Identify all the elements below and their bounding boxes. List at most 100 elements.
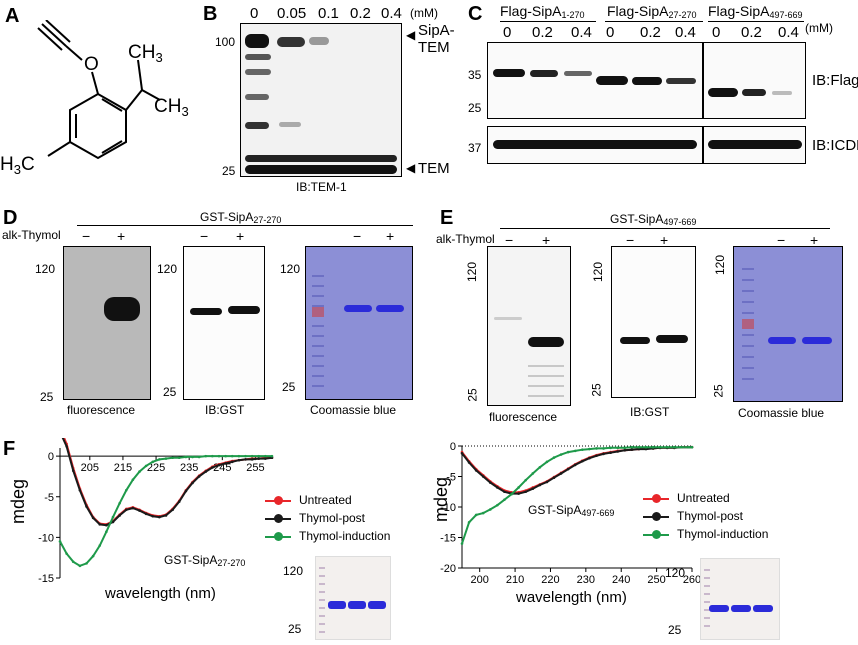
x-tick-label: 210 (506, 574, 524, 586)
data-point (637, 445, 641, 449)
data-point (581, 448, 584, 451)
conc-label: 0.4 (675, 24, 696, 41)
mw-marker: 120 (280, 262, 301, 276)
unit-label: (mM) (410, 6, 438, 20)
mw-marker: 120 (665, 566, 686, 580)
x-tick-label: 240 (612, 574, 630, 586)
mw-marker: 37 (468, 141, 482, 155)
data-point (602, 452, 605, 456)
data-point (623, 448, 627, 452)
sign-label: − (82, 228, 91, 244)
western-blot-flag-right (703, 42, 806, 119)
conc-label: 0 (712, 24, 721, 41)
legend-marker-icon (652, 512, 661, 521)
data-point (644, 447, 648, 451)
group-label: Flag-SipA497-669 (708, 3, 803, 20)
data-point (211, 454, 214, 458)
data-point (111, 515, 115, 519)
conc-label: 0.1 (318, 5, 339, 22)
data-point (460, 542, 464, 545)
data-point (552, 456, 556, 459)
conc-label: 0 (606, 24, 615, 41)
gel-caption: fluorescence (489, 410, 558, 424)
x-tick-label: 205 (81, 462, 99, 474)
legend-item: Thymol-induction (265, 528, 405, 546)
data-point (177, 500, 181, 503)
unit-label: (mM) (805, 21, 833, 35)
data-point (524, 490, 527, 494)
data-point (244, 458, 247, 461)
sign-label: − (200, 228, 209, 244)
conc-label: 0.2 (532, 24, 553, 41)
data-point (78, 488, 82, 492)
data-point (687, 445, 690, 449)
band-label: SipA- (418, 22, 455, 39)
x-tick-label: 200 (471, 574, 489, 586)
gel-inset (700, 558, 780, 640)
data-point (538, 483, 542, 487)
data-point (644, 445, 648, 449)
legend-marker-icon (652, 494, 661, 503)
mw-marker: 25 (668, 623, 682, 637)
gel-caption: Coomassie blue (738, 406, 825, 420)
legend-item: Untreated (643, 490, 783, 508)
western-blot-icdh-right (703, 126, 806, 164)
data-point (85, 562, 88, 565)
mw-marker: 25 (468, 101, 482, 115)
data-point (158, 458, 161, 461)
y-tick-label: -15 (38, 573, 54, 585)
panel-label-d: D (3, 207, 18, 229)
data-point (559, 472, 563, 475)
svg-text:CH3: CH3 (154, 96, 189, 119)
alk-label: alk-Thymol (436, 232, 495, 246)
data-point (496, 486, 499, 489)
group-underline (500, 21, 596, 22)
data-point (98, 523, 102, 526)
y-tick-label: -10 (440, 502, 456, 514)
data-point (481, 475, 485, 478)
conc-label: 0.4 (381, 5, 402, 22)
group-underline (708, 21, 804, 22)
data-point (545, 460, 549, 464)
series-line-2 (461, 446, 692, 544)
y-tick-label: -15 (440, 533, 456, 545)
y-tick-label: 0 (48, 451, 54, 463)
data-point (616, 450, 619, 453)
conc-label: 0.2 (741, 24, 762, 41)
series-line-1 (61, 438, 273, 527)
sign-label: − (777, 232, 786, 248)
data-point (171, 456, 174, 460)
mw-marker: 120 (157, 262, 178, 276)
mw-marker: 25 (589, 383, 604, 397)
data-point (197, 455, 201, 459)
coomassie-gel (305, 246, 413, 400)
conc-label: 0 (250, 5, 259, 22)
conc-label: 0.2 (640, 24, 661, 41)
data-point (98, 544, 102, 547)
data-point (609, 446, 612, 450)
data-point (138, 509, 141, 512)
data-point (71, 560, 75, 564)
y-axis-label: mdeg (431, 476, 451, 522)
x-tick-label: 220 (541, 574, 559, 586)
x-tick-label: 255 (246, 462, 264, 474)
mw-marker: 25 (222, 164, 236, 178)
gst-blot (183, 246, 265, 400)
x-tick-label: 235 (180, 462, 198, 474)
data-point (204, 454, 208, 458)
gel-inset (315, 556, 391, 640)
data-point (467, 520, 471, 524)
y-tick-label: -5 (446, 472, 456, 484)
panel-label-f: F (3, 438, 16, 460)
data-point (623, 446, 627, 450)
data-point (503, 490, 506, 494)
data-point (138, 470, 141, 473)
data-point (460, 452, 464, 455)
data-point (573, 449, 577, 453)
series-line-0 (63, 438, 272, 526)
legend: Untreated Thymol-post Thymol-induction (643, 490, 783, 544)
svg-text:O: O (84, 54, 99, 75)
construct-label: GST-SipA497-669 (610, 212, 697, 227)
data-point (481, 511, 485, 515)
